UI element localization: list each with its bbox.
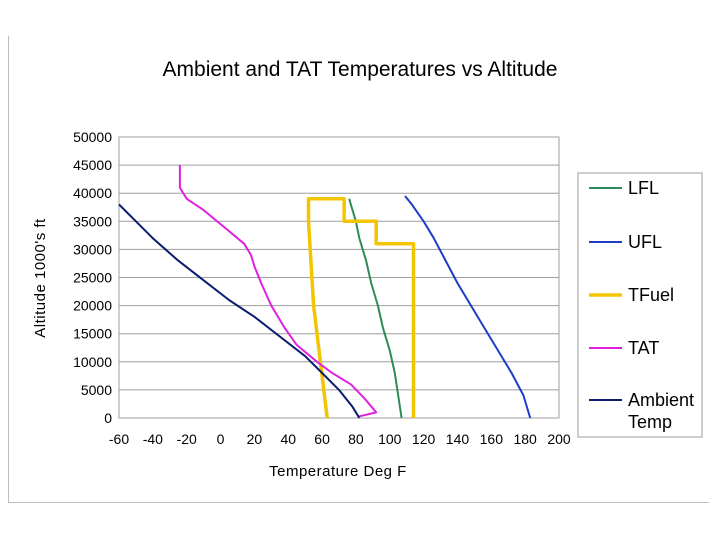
legend-label: TAT	[628, 338, 659, 358]
legend-label: Ambient Temp	[628, 390, 694, 432]
y-tick-label: 10000	[73, 354, 112, 370]
series-line-tat	[178, 165, 378, 418]
x-tick-label: 100	[378, 431, 402, 447]
y-tick-label: 0	[104, 410, 112, 426]
x-tick-label: 20	[247, 431, 263, 447]
y-tick-label: 35000	[73, 213, 112, 229]
y-tick-label: 45000	[73, 157, 112, 173]
y-tick-label: 40000	[73, 185, 112, 201]
x-tick-labels: -60 -40 -20 0 20 40 60 80 100 120 140 160 180 200	[109, 431, 571, 447]
chart-title: Ambient and TAT Temperatures vs Altitude	[163, 58, 558, 81]
legend-box	[577, 172, 703, 438]
legend: LFL UFL TFuel TAT Ambient Temp	[589, 178, 694, 432]
y-tick-labels: 0 5000 10000 15000 20000 25000 30000 35000 40000…	[73, 129, 112, 426]
x-tick-label: -40	[143, 431, 163, 447]
y-tick-label: 50000	[73, 129, 112, 145]
x-tick-label: 200	[547, 431, 571, 447]
legend-label: LFL	[628, 178, 659, 198]
series-line-lfl	[348, 198, 403, 419]
x-tick-label: 180	[513, 431, 537, 447]
x-tick-label: 40	[280, 431, 296, 447]
y-tick-label: 25000	[73, 270, 112, 286]
legend-label: UFL	[628, 232, 662, 252]
y-tick-label: 5000	[81, 382, 112, 398]
y-tick-label: 15000	[73, 326, 112, 342]
x-tick-label: 0	[217, 431, 225, 447]
chart-frame	[8, 36, 709, 503]
y-tick-label: 30000	[73, 241, 112, 257]
x-tick-label: -60	[109, 431, 129, 447]
x-tick-label: 140	[446, 431, 470, 447]
series-line-ufl	[404, 195, 532, 419]
series-lines	[118, 165, 532, 419]
gridlines	[119, 136, 559, 419]
x-tick-label: 80	[348, 431, 364, 447]
series-line-tfuel	[306, 197, 416, 419]
x-tick-label: 60	[314, 431, 330, 447]
series-line-ambient-temp	[118, 203, 361, 419]
x-axis-label: Temperature Deg F	[269, 463, 407, 480]
x-tick-label: 120	[412, 431, 436, 447]
legend-label: TFuel	[628, 285, 674, 305]
y-axis-label: Altitude 1000's ft	[32, 218, 49, 338]
y-tick-label: 20000	[73, 298, 112, 314]
x-tick-label: -20	[177, 431, 197, 447]
x-tick-label: 160	[480, 431, 504, 447]
